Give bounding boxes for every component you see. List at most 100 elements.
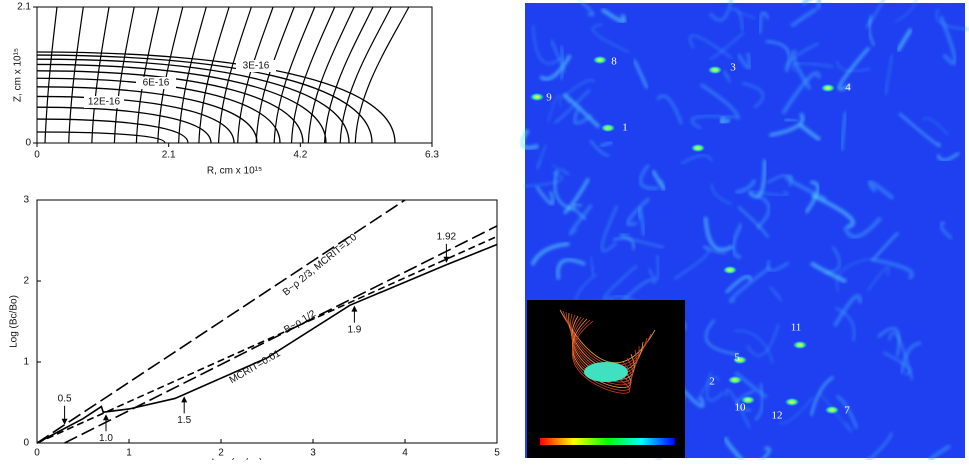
core-glow: [821, 84, 835, 92]
filament: [536, 144, 547, 170]
filament: [600, 7, 627, 24]
marker-arrowhead: [61, 418, 68, 425]
filament: [532, 25, 564, 65]
series-line: [36, 199, 406, 444]
filament: [737, 206, 769, 238]
core-label: 1: [622, 122, 628, 134]
filament: [728, 265, 771, 303]
marker-arrowhead: [103, 414, 109, 421]
core-glow: [723, 266, 737, 274]
marker-arrowhead: [443, 256, 450, 263]
core-label: 2: [709, 376, 715, 388]
density-contour: [36, 77, 281, 144]
filament: [697, 376, 720, 401]
inset-field-line: [572, 319, 631, 391]
filament: [749, 189, 789, 197]
filament: [600, 205, 619, 253]
filament: [784, 175, 828, 201]
filament: [883, 351, 912, 376]
filament: [840, 111, 848, 151]
filament: [535, 185, 555, 206]
filament: [568, 204, 593, 236]
marker-label: 0.5: [58, 393, 72, 404]
field-line: [135, 6, 160, 144]
filament: [900, 341, 922, 374]
filament: [835, 306, 856, 342]
contour-label: 3E-16: [243, 61, 270, 72]
y-tick-label: 1: [23, 357, 29, 368]
filament: [765, 40, 791, 73]
filament: [928, 444, 952, 462]
marker-label: 1.0: [99, 433, 113, 444]
filament: [599, 140, 614, 149]
filament: [591, 23, 630, 53]
inset-colorbar: [540, 438, 675, 445]
filament: [898, 112, 941, 147]
core-label: 11: [791, 322, 802, 334]
y-tick-label: 2: [23, 276, 29, 287]
x-tick-label: 4: [402, 448, 408, 459]
x-axis-label: R, cm x 10¹⁵: [207, 166, 262, 177]
filament: [791, 50, 812, 91]
density-contour: [36, 63, 327, 144]
contour-label: 12E-16: [88, 97, 121, 108]
core-glow: [530, 93, 544, 101]
core-glow: [593, 56, 607, 64]
filament: [638, 163, 659, 190]
filament: [553, 88, 591, 124]
filament: [872, 232, 899, 261]
core-glow: [708, 66, 722, 74]
density-contour: [36, 131, 166, 144]
filament: [559, 45, 565, 81]
filament: [837, 46, 871, 91]
filament: [725, 388, 751, 429]
filament: [766, 174, 792, 188]
core-label: 9: [546, 92, 552, 104]
core-label: 10: [735, 402, 747, 414]
filament: [843, 216, 883, 239]
filament: [722, 70, 732, 84]
x-tick-label: 2: [218, 448, 224, 459]
field-line: [307, 6, 355, 144]
core-glow: [825, 406, 839, 414]
field-line: [157, 6, 184, 144]
filament: [556, 258, 586, 280]
filament: [877, 327, 900, 357]
filament: [680, 154, 713, 165]
contour-panel: 0 2.1 4.2 6.3 0 2.1 R, cm x 10¹⁵ Z, cm x 10¹⁵ 3E…: [13, 2, 440, 177]
filament: [868, 14, 876, 47]
core-glow: [793, 341, 807, 349]
field-line: [354, 6, 410, 144]
contour-label: 6E-16: [143, 78, 170, 89]
filament: [867, 180, 895, 200]
field-line: [339, 6, 392, 144]
filament: [539, 54, 572, 81]
x-tick-label: 0: [34, 150, 40, 161]
filament: [690, 114, 737, 130]
filament: [754, 383, 764, 421]
filament: [832, 294, 863, 328]
filament: [705, 319, 739, 356]
contour-label-bg: [236, 60, 276, 72]
filament: [809, 261, 847, 284]
field-line: [323, 6, 374, 144]
filament: [561, 79, 595, 99]
filament: [647, 255, 660, 281]
filament: [612, 237, 635, 251]
filament: [547, 94, 562, 123]
filament: [589, 139, 610, 157]
filament: [619, 233, 664, 248]
core-label: 5: [734, 352, 740, 364]
x-tick-label: 0: [34, 448, 40, 459]
filament: [520, 128, 539, 150]
filament: [656, 94, 683, 125]
y-tick-label: 2.1: [17, 2, 31, 13]
core-glow: [728, 376, 742, 384]
filament: [734, 371, 768, 399]
filament: [746, 323, 780, 357]
field-line: [68, 6, 84, 144]
density-contour: [36, 51, 396, 144]
contour-label-bg: [136, 77, 176, 89]
inset-field-line: [572, 318, 632, 388]
density-contour: [36, 58, 350, 144]
